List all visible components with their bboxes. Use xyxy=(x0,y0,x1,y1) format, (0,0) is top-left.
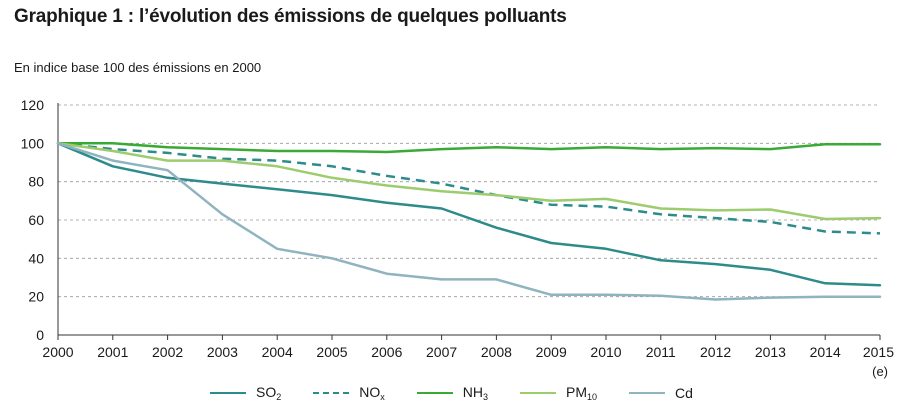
x-tick-label: 2014 xyxy=(810,344,841,360)
legend-label: PM10 xyxy=(566,384,598,402)
x-tick-label: 2011 xyxy=(646,344,676,360)
x-note-label: (e) xyxy=(872,364,888,379)
chart-legend: SO2 NOx NH3 PM10 Cd xyxy=(210,384,725,402)
legend-swatch xyxy=(416,392,453,394)
y-tick-label: 100 xyxy=(21,135,45,151)
legend-item-nox: NOx xyxy=(313,384,385,402)
legend-item-nh3: NH3 xyxy=(416,384,488,402)
y-tick-label: 20 xyxy=(28,289,44,305)
series-line-pm10 xyxy=(56,142,882,221)
y-tick-label: 80 xyxy=(28,174,44,190)
x-tick-label: 2012 xyxy=(700,344,731,360)
x-tick-label: 2002 xyxy=(152,344,183,360)
x-tick-label: 2015 xyxy=(863,344,894,360)
legend-label: Cd xyxy=(675,385,693,401)
y-tick-label: 0 xyxy=(36,327,44,343)
legend-swatch xyxy=(629,392,666,394)
x-tick-label: 2001 xyxy=(97,344,128,360)
legend-item-cd: Cd xyxy=(629,384,693,402)
legend-item-pm10: PM10 xyxy=(520,384,597,402)
line-chart: 0 20 40 60 80 100 120 2000 2001 2002 2003 2004 2005 2… xyxy=(21,97,895,379)
x-tick-label: 2008 xyxy=(481,344,512,360)
x-tick-label: 2013 xyxy=(755,344,786,360)
x-tick-label: 2006 xyxy=(371,344,402,360)
y-tick-label: 40 xyxy=(28,250,44,266)
legend-label: NH3 xyxy=(462,384,488,402)
chart-subtitle: En indice base 100 des émissions en 2000 xyxy=(14,60,262,75)
legend-swatch xyxy=(313,392,350,394)
legend-label: NOx xyxy=(359,384,385,402)
series-line-nh3 xyxy=(56,142,882,154)
x-tick-label: 2009 xyxy=(536,344,567,360)
x-tick-label: 2010 xyxy=(590,344,621,360)
legend-label: SO2 xyxy=(256,384,282,402)
legend-swatch xyxy=(210,392,246,394)
x-tick-label: 2003 xyxy=(207,344,238,360)
series-line-nox xyxy=(57,142,881,235)
x-tick-label: 2000 xyxy=(42,344,73,360)
legend-item-so2: SO2 xyxy=(210,384,281,402)
chart-title: Graphique 1 : l’évolution des émissions … xyxy=(14,6,567,27)
x-tick-label: 2004 xyxy=(262,344,293,360)
x-tick-label: 2005 xyxy=(316,344,347,360)
series-line-cd xyxy=(56,142,882,301)
x-tick-label: 2007 xyxy=(426,344,457,360)
legend-swatch xyxy=(520,392,556,394)
series-line-so2 xyxy=(56,142,882,287)
y-tick-label: 120 xyxy=(21,97,45,113)
y-tick-label: 60 xyxy=(28,212,44,228)
